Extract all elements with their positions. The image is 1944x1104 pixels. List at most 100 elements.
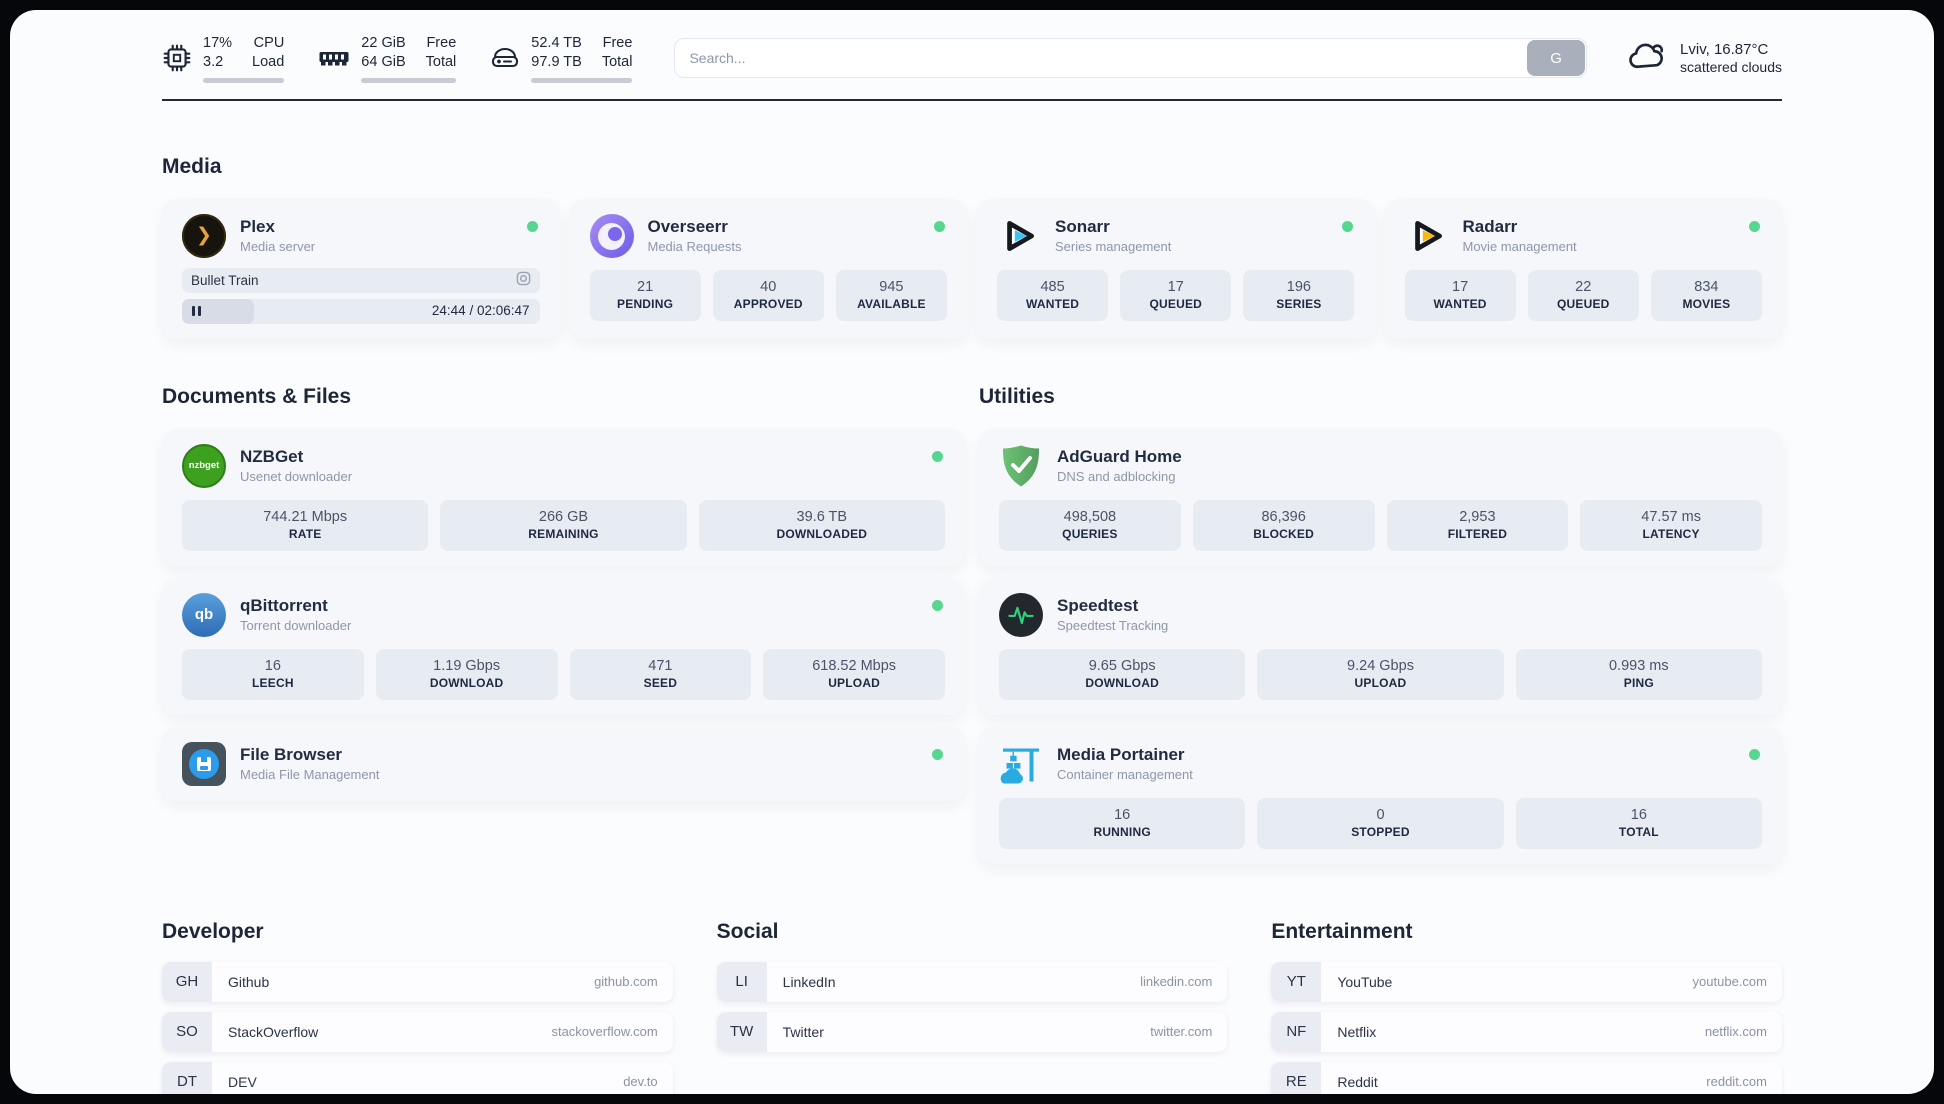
bookmark-abbr: YT: [1271, 961, 1322, 1002]
weather-widget: Lviv, 16.87°C scattered clouds: [1625, 39, 1782, 78]
floppy-disk-glyph: [197, 756, 211, 771]
app-subtitle: Container management: [1057, 767, 1193, 783]
stat-pending: 21 PENDING: [589, 269, 701, 321]
status-online-dot: [1749, 748, 1760, 760]
plex-icon: ❯: [182, 213, 226, 258]
stat-seed: 471 SEED: [569, 648, 752, 700]
stat-wanted: 17 WANTED: [1404, 269, 1516, 321]
app-subtitle: Series management: [1055, 239, 1172, 255]
bookmark-url: youtube.com: [1692, 974, 1767, 990]
app-subtitle: Movie management: [1462, 239, 1577, 255]
documents-column: Documents & Files nzbget NZBGet Usenet d…: [162, 385, 965, 801]
bookmark-url: stackoverflow.com: [551, 1024, 658, 1040]
app-name: Plex: [240, 217, 275, 237]
qbittorrent-logo-text: qb: [194, 606, 214, 624]
stat-upload: 618.52 Mbps UPLOAD: [763, 648, 945, 700]
utilities-column: Utilities: [979, 385, 1782, 864]
bookmark-dev[interactable]: DT DEV dev.to: [162, 1061, 673, 1094]
app-card-filebrowser[interactable]: File Browser Media File Management: [162, 726, 965, 801]
search-input[interactable]: [674, 38, 1588, 79]
app-card-radarr[interactable]: Radarr Movie management 17 WANTED 22 QUE…: [1384, 198, 1782, 339]
stat-rate: 744.21 Mbps RATE: [182, 499, 429, 551]
stat-series: 196 SERIES: [1243, 269, 1355, 321]
cpu-usage-value: 17%: [203, 35, 233, 51]
stat-stopped: 0 STOPPED: [1257, 797, 1504, 849]
radarr-icon: [1405, 214, 1449, 258]
app-name: Radarr: [1462, 217, 1518, 237]
bookmark-name: Reddit: [1337, 1073, 1378, 1090]
cpu-usage-label: CPU: [253, 35, 285, 51]
bookmark-abbr: LI: [716, 961, 767, 1002]
section-title-utilities: Utilities: [979, 384, 1055, 408]
playback-time: 24:44 / 02:06:47: [431, 302, 530, 318]
pause-icon: [192, 306, 201, 317]
bookmark-twitter[interactable]: TW Twitter twitter.com: [716, 1011, 1228, 1052]
weather-location-temp: Lviv, 16.87°C: [1680, 41, 1769, 59]
storage-icon: [490, 45, 520, 71]
stat-total: 16 TOTAL: [1515, 797, 1762, 849]
app-name: Media Portainer: [1057, 745, 1185, 765]
memory-progress-bar: [361, 77, 457, 83]
storage-free-value: 52.4 TB: [531, 35, 582, 51]
app-card-overseerr[interactable]: Overseerr Media Requests 21 PENDING 40 A…: [569, 198, 967, 339]
session-source-icon: [516, 271, 531, 289]
bookmark-stackoverflow[interactable]: SO StackOverflow stackoverflow.com: [162, 1011, 673, 1052]
app-card-qbittorrent[interactable]: qb qBittorrent Torrent downloader 16 LEE…: [162, 577, 965, 715]
app-card-speedtest[interactable]: Speedtest Speedtest Tracking 9.65 Gbps D…: [979, 577, 1782, 715]
memory-total-label: Total: [425, 53, 457, 70]
app-card-plex[interactable]: ❯ Plex Media server Bullet Train: [162, 198, 560, 339]
bookmark-url: twitter.com: [1150, 1024, 1213, 1040]
bookmark-name: Netflix: [1337, 1023, 1377, 1040]
filebrowser-icon: [182, 741, 226, 786]
bookmark-github[interactable]: GH Github github.com: [162, 961, 673, 1002]
stat-running: 16 RUNNING: [999, 797, 1246, 849]
status-online-dot: [1341, 220, 1353, 232]
stat-available: 945 AVAILABLE: [835, 269, 947, 321]
app-subtitle: Media server: [240, 239, 316, 255]
bookmark-netflix[interactable]: NF Netflix netflix.com: [1271, 1011, 1782, 1052]
nzbget-logo-text: nzbget: [188, 460, 220, 472]
bookmark-reddit[interactable]: RE Reddit reddit.com: [1271, 1061, 1782, 1094]
storage-total-value: 97.9 TB: [531, 53, 582, 70]
bookmark-youtube[interactable]: YT YouTube youtube.com: [1271, 961, 1782, 1002]
status-online-dot: [1749, 220, 1760, 232]
app-name: File Browser: [240, 745, 343, 765]
plex-chevron-glyph: ❯: [196, 225, 212, 247]
bookmark-abbr: TW: [716, 1011, 767, 1052]
bookmark-url: linkedin.com: [1140, 974, 1213, 990]
adguard-icon: [999, 444, 1043, 488]
bookmark-url: reddit.com: [1706, 1074, 1767, 1090]
status-online-dot: [526, 220, 538, 232]
bookmark-linkedin[interactable]: LI LinkedIn linkedin.com: [716, 961, 1228, 1002]
bookmark-abbr: SO: [162, 1011, 212, 1052]
bookmark-url: netflix.com: [1704, 1024, 1767, 1040]
bookmark-name: LinkedIn: [782, 973, 836, 990]
cpu-progress-bar: [203, 77, 285, 83]
playback-progress-bar[interactable]: 24:44 / 02:06:47: [182, 298, 540, 324]
memory-free-label: Free: [426, 35, 457, 51]
app-card-adguard[interactable]: AdGuard Home DNS and adblocking 498,508 …: [979, 428, 1782, 566]
stat-queued: 22 QUEUED: [1527, 269, 1639, 321]
app-card-sonarr[interactable]: Sonarr Series management 485 WANTED 17 Q…: [977, 198, 1375, 339]
weather-condition: scattered clouds: [1680, 59, 1782, 76]
status-online-dot: [932, 599, 943, 611]
stat-approved: 40 APPROVED: [712, 269, 824, 321]
storage-progress-bar: [531, 77, 633, 83]
cloud-icon: [1625, 39, 1667, 78]
cpu-load-label: Load: [252, 53, 285, 70]
app-name: Overseerr: [647, 217, 728, 237]
bookmark-url: dev.to: [623, 1074, 658, 1090]
bookmark-group-developer: Developer GH Github github.com SO StackO…: [162, 920, 673, 1094]
stat-remaining: 266 GB REMAINING: [440, 499, 687, 551]
search-bar: G: [674, 38, 1588, 79]
bookmark-group-social: Social LI LinkedIn linkedin.com TW Twitt…: [716, 920, 1228, 1094]
app-card-portainer[interactable]: Media Portainer Container management 16 …: [979, 726, 1782, 864]
stat-latency: 47.57 ms LATENCY: [1580, 499, 1762, 551]
app-card-nzbget[interactable]: nzbget NZBGet Usenet downloader 744.21 M…: [162, 428, 965, 566]
status-online-dot: [932, 450, 943, 462]
now-playing-row[interactable]: Bullet Train: [182, 267, 540, 293]
bookmark-name: DEV: [228, 1073, 257, 1090]
bookmark-abbr: RE: [1271, 1061, 1322, 1094]
app-name: AdGuard Home: [1057, 447, 1182, 467]
search-engine-button[interactable]: G: [1527, 40, 1586, 77]
